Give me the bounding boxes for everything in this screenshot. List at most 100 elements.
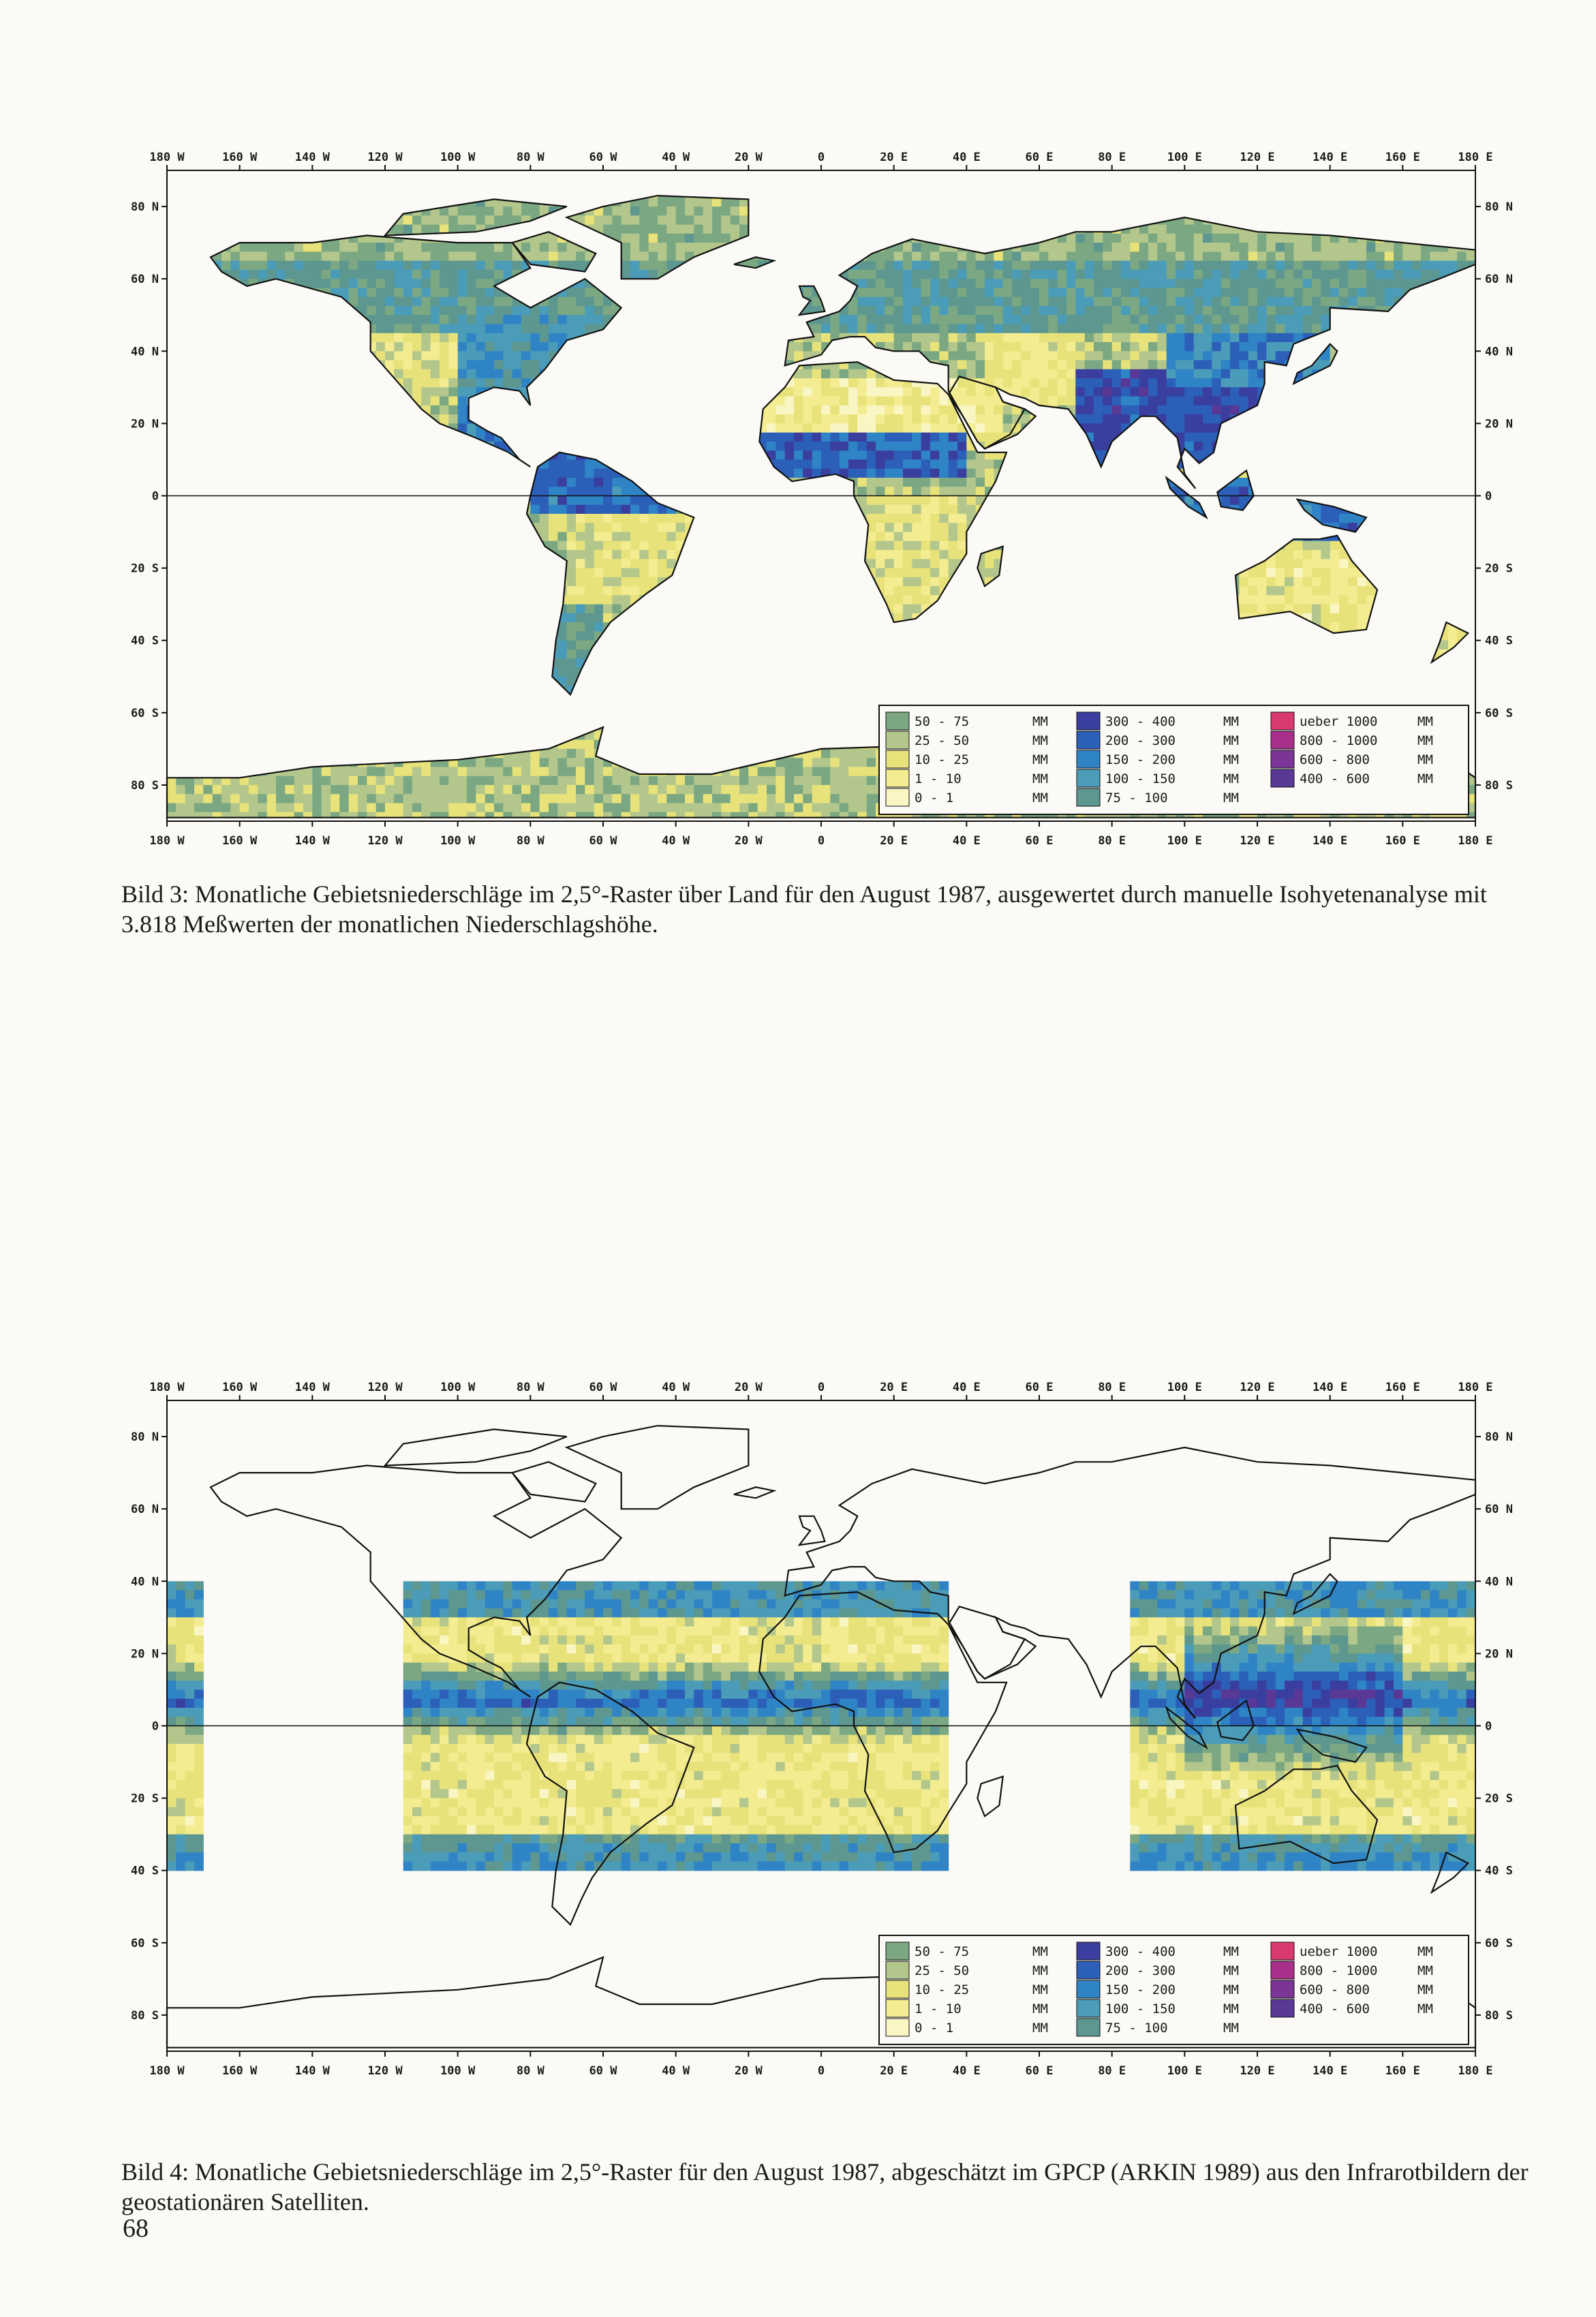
lon-label-bottom: 80 E (1098, 2064, 1126, 2078)
lon-label-bottom: 60 E (1026, 2064, 1054, 2078)
lon-label-bottom: 180 W (149, 2064, 185, 2078)
lon-label-bottom: 140 E (1313, 2064, 1347, 2078)
coast-britain (797, 1515, 826, 1546)
legend-range: 75 - 100 (1105, 2021, 1168, 2036)
lon-label-top: 0 (818, 151, 825, 164)
lon-label-top: 0 (818, 1381, 825, 1394)
legend-unit: MM (1223, 1944, 1239, 1959)
lat-label-right: 0 (1485, 1720, 1492, 1734)
legend-unit: MM (1032, 2001, 1048, 2016)
lat-label-left: 20 N (131, 417, 159, 431)
lat-label-left: 40 S (131, 1865, 159, 1878)
legend-swatch (1076, 711, 1101, 731)
legend-unit: MM (1032, 1963, 1048, 1978)
legend-range: 10 - 25 (915, 1982, 969, 1997)
coast-eurasia (784, 216, 1477, 489)
coast-new-guinea (1295, 498, 1368, 533)
lat-label-left: 80 S (131, 779, 159, 793)
legend-range: 0 - 1 (915, 2021, 953, 2036)
legend-swatch (1076, 788, 1101, 807)
legend-range: 150 - 200 (1105, 1982, 1176, 1997)
lon-label-bottom: 40 E (953, 2064, 981, 2078)
legend-range: 50 - 75 (915, 1944, 969, 1959)
legend-swatch (885, 769, 910, 788)
lon-label-bottom: 100 W (440, 834, 476, 848)
lon-label-bottom: 40 W (662, 834, 690, 848)
lon-label-top: 140 W (295, 1381, 331, 1394)
lon-label-bottom: 120 W (367, 2064, 403, 2078)
legend-unit: MM (1032, 1982, 1048, 1997)
lat-label-left: 0 (152, 1720, 159, 1734)
coast-greenland (564, 1424, 750, 1510)
coast-baffin (510, 231, 597, 273)
coast-new-zealand (1430, 621, 1470, 664)
coast-eurasia (784, 1446, 1477, 1719)
coast-britain (797, 285, 826, 316)
lat-label-left: 20 S (131, 562, 159, 576)
lon-label-bottom: 20 E (880, 834, 908, 848)
lat-label-left: 80 N (131, 200, 159, 214)
lon-label-top: 40 E (953, 151, 981, 164)
lon-label-top: 120 E (1240, 1381, 1274, 1394)
lon-label-bottom: 20 W (735, 2064, 763, 2078)
lat-label-right: 20 S (1485, 1792, 1513, 1806)
legend-range: 10 - 25 (915, 752, 969, 767)
lon-label-top: 180 W (149, 151, 185, 164)
legend-swatch (1270, 1961, 1295, 1980)
lon-label-top: 120 W (367, 151, 403, 164)
coast-arabia (947, 1606, 1026, 1680)
precip-map-land: 180 W 180 W 160 W 160 W 140 W 140 W 120 W 120 W… (131, 151, 1513, 848)
legend-unit: MM (1417, 1982, 1433, 1997)
lat-label-right: 80 S (1485, 779, 1513, 793)
lon-label-top: 180 E (1458, 1381, 1492, 1394)
coast-south-america (525, 451, 695, 696)
legend-swatch (1076, 1942, 1101, 1961)
figure-4-caption: Bild 4: Monatliche Gebietsniederschläge … (121, 2157, 1539, 2217)
legend-unit: MM (1417, 2001, 1433, 2016)
legend-unit: MM (1417, 752, 1433, 767)
coast-new-zealand (1430, 1851, 1470, 1894)
coast-antarctica (166, 1956, 1477, 2049)
legend-swatch (1270, 711, 1295, 731)
legend-swatch (1270, 769, 1295, 788)
lon-label-bottom: 80 W (517, 2064, 545, 2078)
legend-swatch (1076, 731, 1101, 750)
coast-arctic-islands (383, 198, 568, 236)
figure-4: 180 W 180 W 160 W 160 W 140 W 140 W 120 W 120 W… (0, 1353, 1596, 2136)
lat-label-left: 20 S (131, 1792, 159, 1806)
coast-arctic-islands (383, 1428, 568, 1467)
legend-range: 25 - 50 (915, 1963, 969, 1978)
coast-greenland (564, 194, 750, 280)
lon-label-bottom: 120 E (1240, 2064, 1274, 2078)
legend-swatch (1076, 2018, 1101, 2037)
lon-label-bottom: 60 W (589, 834, 618, 848)
lon-label-top: 60 E (1026, 151, 1054, 164)
lon-label-top: 60 W (589, 151, 618, 164)
legend-unit: MM (1032, 771, 1048, 786)
lon-label-top: 140 W (295, 151, 331, 164)
legend-unit: MM (1417, 1963, 1433, 1978)
legend-swatch (885, 1999, 910, 2018)
legend-range: 300 - 400 (1105, 1944, 1176, 1959)
legend-swatch (1076, 769, 1101, 788)
lon-label-top: 20 E (880, 1381, 908, 1394)
lat-label-left: 80 N (131, 1430, 159, 1444)
lon-label-top: 180 E (1458, 151, 1492, 164)
lon-label-bottom: 20 W (735, 834, 763, 848)
legend-unit: MM (1032, 2021, 1048, 2036)
lon-label-bottom: 80 W (517, 834, 545, 848)
lat-label-left: 60 S (131, 1937, 159, 1950)
legend-swatch (1270, 1980, 1295, 1999)
lon-label-bottom: 160 W (222, 834, 258, 848)
lon-label-bottom: 180 W (149, 834, 185, 848)
lon-label-top: 80 W (517, 1381, 545, 1394)
lon-label-top: 180 W (149, 1381, 185, 1394)
lon-label-top: 60 W (589, 1381, 618, 1394)
coast-madagascar (977, 545, 1004, 587)
legend-range: 400 - 600 (1300, 2001, 1370, 2016)
lon-label-bottom: 100 E (1167, 2064, 1202, 2078)
lon-label-bottom: 100 E (1167, 834, 1202, 848)
lon-label-top: 20 W (735, 1381, 763, 1394)
lon-label-bottom: 140 W (295, 2064, 331, 2078)
lat-label-right: 40 S (1485, 1865, 1513, 1878)
